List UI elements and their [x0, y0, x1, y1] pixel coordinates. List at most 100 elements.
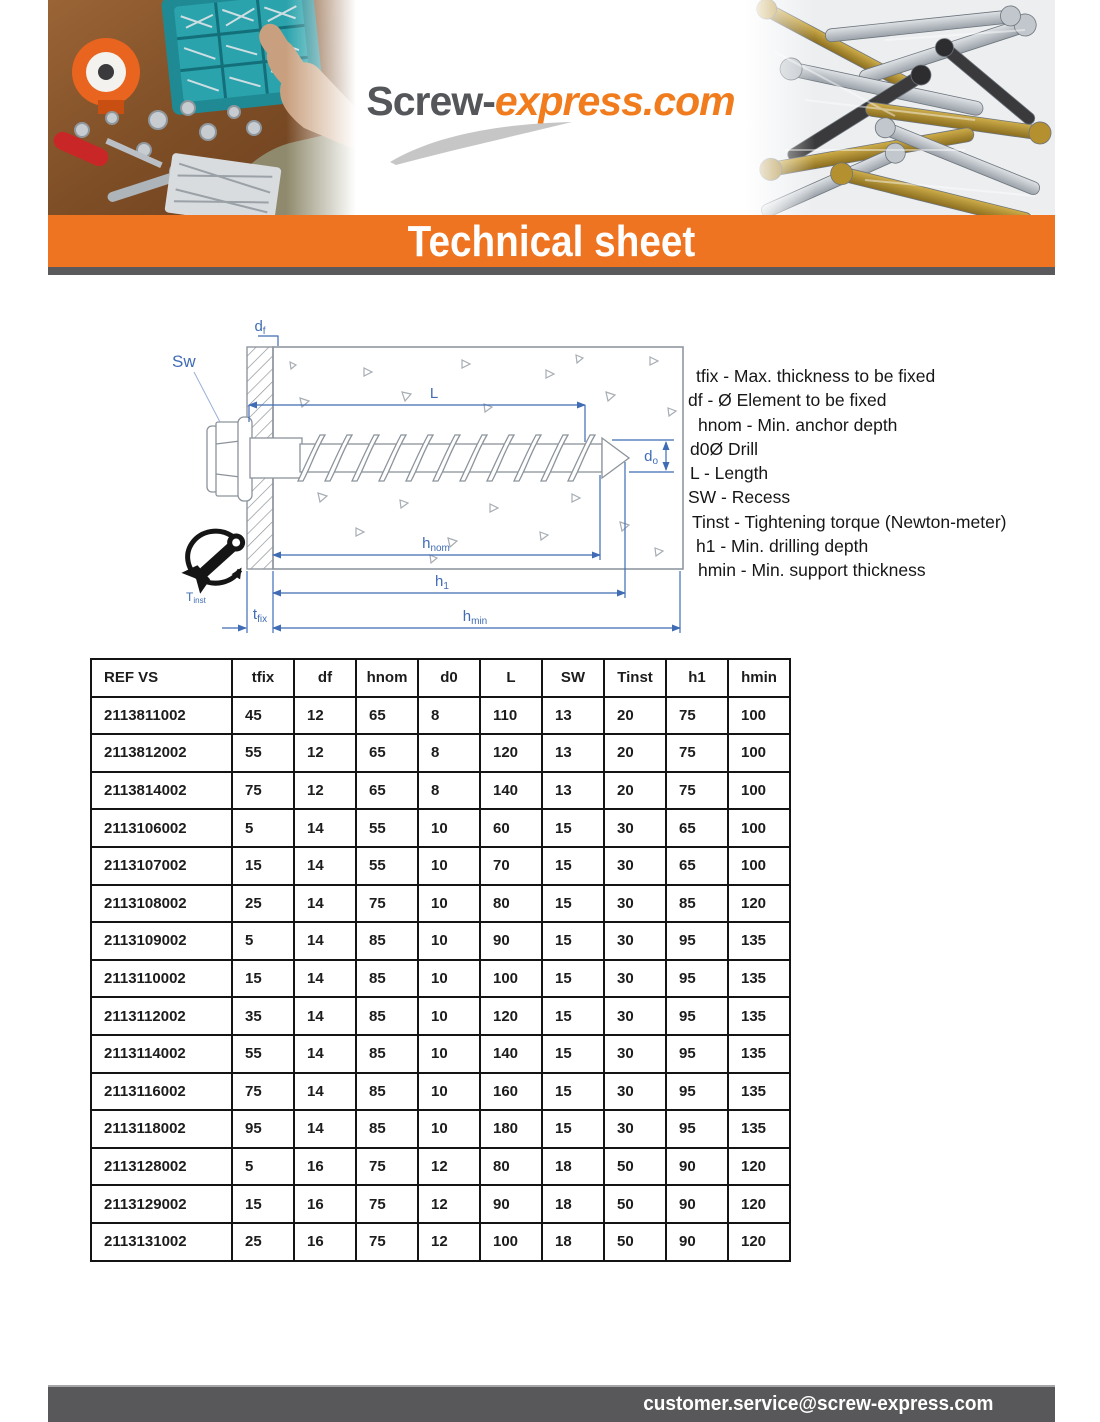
value-cell: 10	[417, 883, 481, 924]
table-row: 2113128002 5 16 75 12 80 18 50 90 120	[90, 1146, 791, 1187]
table-row: 2113814002 75 12 65 8 140 13 20 75 100	[90, 770, 791, 811]
value-cell: 30	[603, 808, 667, 848]
value-cell: 65	[665, 808, 729, 848]
column-header: df	[293, 658, 357, 698]
value-cell: 25	[231, 1221, 295, 1262]
value-cell: 20	[603, 733, 667, 773]
value-cell: 15	[541, 845, 605, 886]
banner-underline	[48, 267, 1055, 275]
value-cell: 75	[231, 1071, 295, 1112]
value-cell: 18	[541, 1184, 605, 1224]
screw-hex-head	[215, 421, 241, 497]
concrete-screw	[206, 416, 631, 502]
do-label: do	[644, 448, 658, 467]
ref-cell: 2113106002	[90, 808, 233, 848]
value-cell: 12	[417, 1184, 481, 1224]
value-cell: 120	[727, 883, 791, 924]
ref-cell: 2113116002	[90, 1071, 233, 1112]
value-cell: 95	[665, 1033, 729, 1074]
value-cell: 110	[479, 695, 543, 736]
ref-cell: 2113811002	[90, 695, 233, 736]
value-cell: 10	[417, 845, 481, 886]
value-cell: 15	[541, 958, 605, 999]
column-header: Tinst	[603, 658, 667, 698]
value-cell: 75	[231, 770, 295, 811]
value-cell: 65	[665, 845, 729, 886]
ref-cell: 2113118002	[90, 1109, 233, 1149]
value-cell: 8	[417, 733, 481, 773]
value-cell: 135	[727, 958, 791, 999]
value-cell: 14	[293, 996, 357, 1036]
value-cell: 85	[665, 883, 729, 924]
legend-line: SW - Recess	[688, 487, 791, 508]
value-cell: 12	[293, 695, 357, 736]
table-row: 2113811002 45 12 65 8 110 13 20 75 100	[90, 695, 791, 736]
dimension-labels: df Sw L do hnom h1 hmin tfix Tinst	[172, 318, 658, 627]
table-header: REF VS tfix df hnom d0 L SW Tinst h1 hmin	[90, 658, 791, 698]
legend-line: h1 - Min. drilling depth	[696, 536, 869, 557]
page-title: Technical sheet	[407, 217, 696, 266]
value-cell: 30	[603, 1033, 667, 1074]
column-header: d0	[417, 658, 481, 698]
value-cell: 8	[417, 695, 481, 736]
value-cell: 25	[231, 883, 295, 924]
value-cell: 5	[231, 921, 295, 961]
value-cell: 120	[479, 733, 543, 773]
value-cell: 12	[417, 1146, 481, 1187]
value-cell: 16	[293, 1184, 357, 1224]
value-cell: 12	[417, 1221, 481, 1262]
value-cell: 135	[727, 921, 791, 961]
value-cell: 120	[727, 1146, 791, 1187]
value-cell: 15	[541, 1071, 605, 1112]
value-cell: 50	[603, 1184, 667, 1224]
value-cell: 55	[231, 733, 295, 773]
value-cell: 95	[665, 1109, 729, 1149]
small-tray	[164, 153, 282, 215]
value-cell: 16	[293, 1221, 357, 1262]
value-cell: 5	[231, 808, 295, 848]
value-cell: 85	[355, 921, 419, 961]
column-header: hnom	[355, 658, 419, 698]
value-cell: 45	[231, 695, 295, 736]
value-cell: 30	[603, 1109, 667, 1149]
value-cell: 120	[727, 1221, 791, 1262]
logo-text-express: express.com	[494, 78, 736, 124]
tape-measure	[72, 38, 140, 114]
ref-cell: 2113814002	[90, 770, 233, 811]
left-header-photo	[48, 0, 356, 215]
screw-shank	[249, 437, 303, 479]
table-row: 2113118002 95 14 85 10 180 15 30 95 135	[90, 1109, 791, 1149]
value-cell: 10	[417, 808, 481, 848]
legend-line: df - Ø Element to be fixed	[688, 390, 887, 411]
value-cell: 14	[293, 845, 357, 886]
dimension-lines	[193, 335, 681, 633]
column-header: h1	[665, 658, 729, 698]
logo-text-screw: Screw-	[366, 78, 495, 124]
value-cell: 30	[603, 883, 667, 924]
value-cell: 80	[479, 883, 543, 924]
ref-cell: 2113129002	[90, 1184, 233, 1224]
value-cell: 160	[479, 1071, 543, 1112]
tinst-label: Tinst	[186, 590, 207, 605]
value-cell: 120	[479, 996, 543, 1036]
value-cell: 10	[417, 921, 481, 961]
value-cell: 75	[355, 1221, 419, 1262]
value-cell: 80	[479, 1146, 543, 1187]
value-cell: 90	[665, 1221, 729, 1262]
value-cell: 85	[355, 1109, 419, 1149]
table-row: 2113109002 5 14 85 10 90 15 30 95 135	[90, 921, 791, 961]
value-cell: 20	[603, 695, 667, 736]
value-cell: 75	[665, 733, 729, 773]
logo-text: Screw-express.com	[356, 78, 745, 125]
value-cell: 65	[355, 770, 419, 811]
legend-line: hmin - Min. support thickness	[698, 560, 926, 581]
value-cell: 55	[231, 1033, 295, 1074]
value-cell: 15	[231, 958, 295, 999]
customer-service-email[interactable]: customer.service@screw-express.com	[643, 1393, 994, 1415]
value-cell: 14	[293, 1109, 357, 1149]
value-cell: 14	[293, 1071, 357, 1112]
value-cell: 30	[603, 845, 667, 886]
torque-wrench-icon	[181, 528, 246, 594]
value-cell: 135	[727, 1109, 791, 1149]
df-label: df	[254, 318, 265, 337]
